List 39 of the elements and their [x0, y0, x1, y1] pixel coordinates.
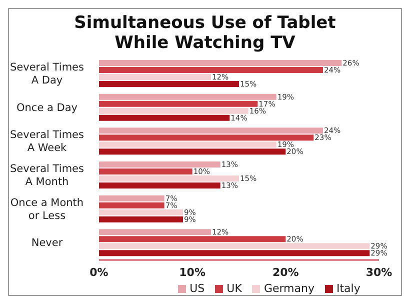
bar [99, 243, 370, 250]
bar [99, 134, 314, 141]
bar [99, 209, 183, 216]
bar [99, 250, 370, 256]
bar [99, 74, 211, 80]
bar [99, 128, 323, 134]
bar [99, 94, 276, 100]
bar [99, 100, 258, 107]
bar [99, 67, 323, 73]
legend-label: US [190, 282, 205, 295]
bar [99, 162, 220, 168]
bar [99, 142, 276, 148]
chart-title: Simultaneous Use of Tablet While Watching TV [73, 12, 337, 53]
bar [99, 60, 342, 66]
bar [99, 236, 286, 242]
legend-label: UK [226, 282, 242, 295]
bar [99, 81, 239, 87]
bar [99, 202, 164, 208]
x-tick-label: 20% [272, 266, 299, 279]
bar [99, 108, 248, 114]
x-tick-label: 30% [366, 266, 392, 279]
x-tick-label: 10% [179, 266, 206, 279]
bar [99, 216, 183, 222]
legend-label: Germany [264, 282, 314, 295]
bar [99, 195, 164, 202]
y-tick-label: Once a Month or Less [10, 196, 84, 222]
bar [99, 182, 220, 188]
bar [99, 168, 192, 174]
bar [99, 114, 230, 121]
y-tick-label: Several Times A Day [10, 61, 84, 86]
y-tick-label: Never [31, 237, 64, 250]
bar [99, 176, 239, 182]
x-tick-label: 0% [90, 266, 108, 279]
y-tick-label: Several Times A Month [10, 162, 84, 188]
bar [99, 148, 286, 155]
legend-label: Italy [336, 282, 360, 295]
y-tick-label: Several Times A Week [10, 129, 84, 154]
bar [99, 229, 211, 236]
y-tick-label: Once a Day [16, 102, 78, 114]
